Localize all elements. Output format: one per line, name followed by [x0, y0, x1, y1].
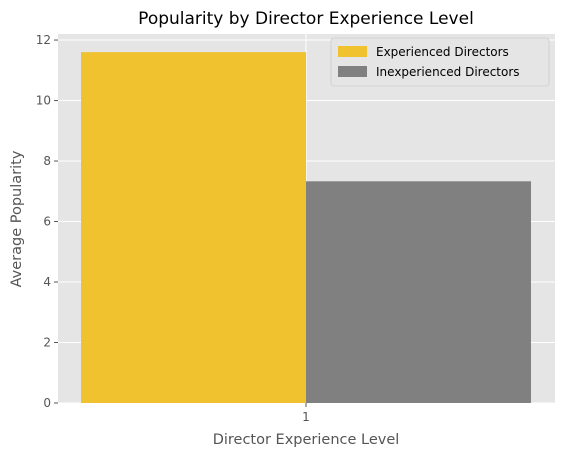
legend-swatch-1 — [338, 66, 367, 77]
bars — [81, 52, 531, 403]
x-axis-ticks: 1 — [302, 403, 310, 424]
x-axis-label: Director Experience Level — [213, 432, 400, 448]
legend-label-1: Inexperienced Directors — [376, 65, 520, 79]
y-tick-label-0: 0 — [43, 396, 51, 410]
bar-inexperienced-0 — [306, 181, 531, 403]
y-tick-label-5: 10 — [36, 94, 51, 108]
y-tick-label-6: 12 — [36, 33, 51, 47]
chart-title: Popularity by Director Experience Level — [138, 9, 474, 29]
y-tick-label-1: 2 — [43, 336, 51, 350]
y-axis-label: Average Popularity — [9, 150, 25, 287]
y-tick-label-3: 6 — [43, 215, 51, 229]
legend-box — [330, 37, 550, 87]
legend: Experienced Directors Inexperienced Direc… — [330, 37, 550, 87]
bar-experienced-0 — [81, 52, 306, 403]
legend-label-0: Experienced Directors — [376, 45, 509, 59]
y-tick-label-4: 8 — [43, 154, 51, 168]
y-axis-ticks: 0 2 4 6 8 10 12 — [36, 33, 58, 410]
y-tick-label-2: 4 — [43, 275, 51, 289]
x-tick-label-0: 1 — [302, 410, 310, 424]
legend-swatch-0 — [338, 46, 367, 57]
